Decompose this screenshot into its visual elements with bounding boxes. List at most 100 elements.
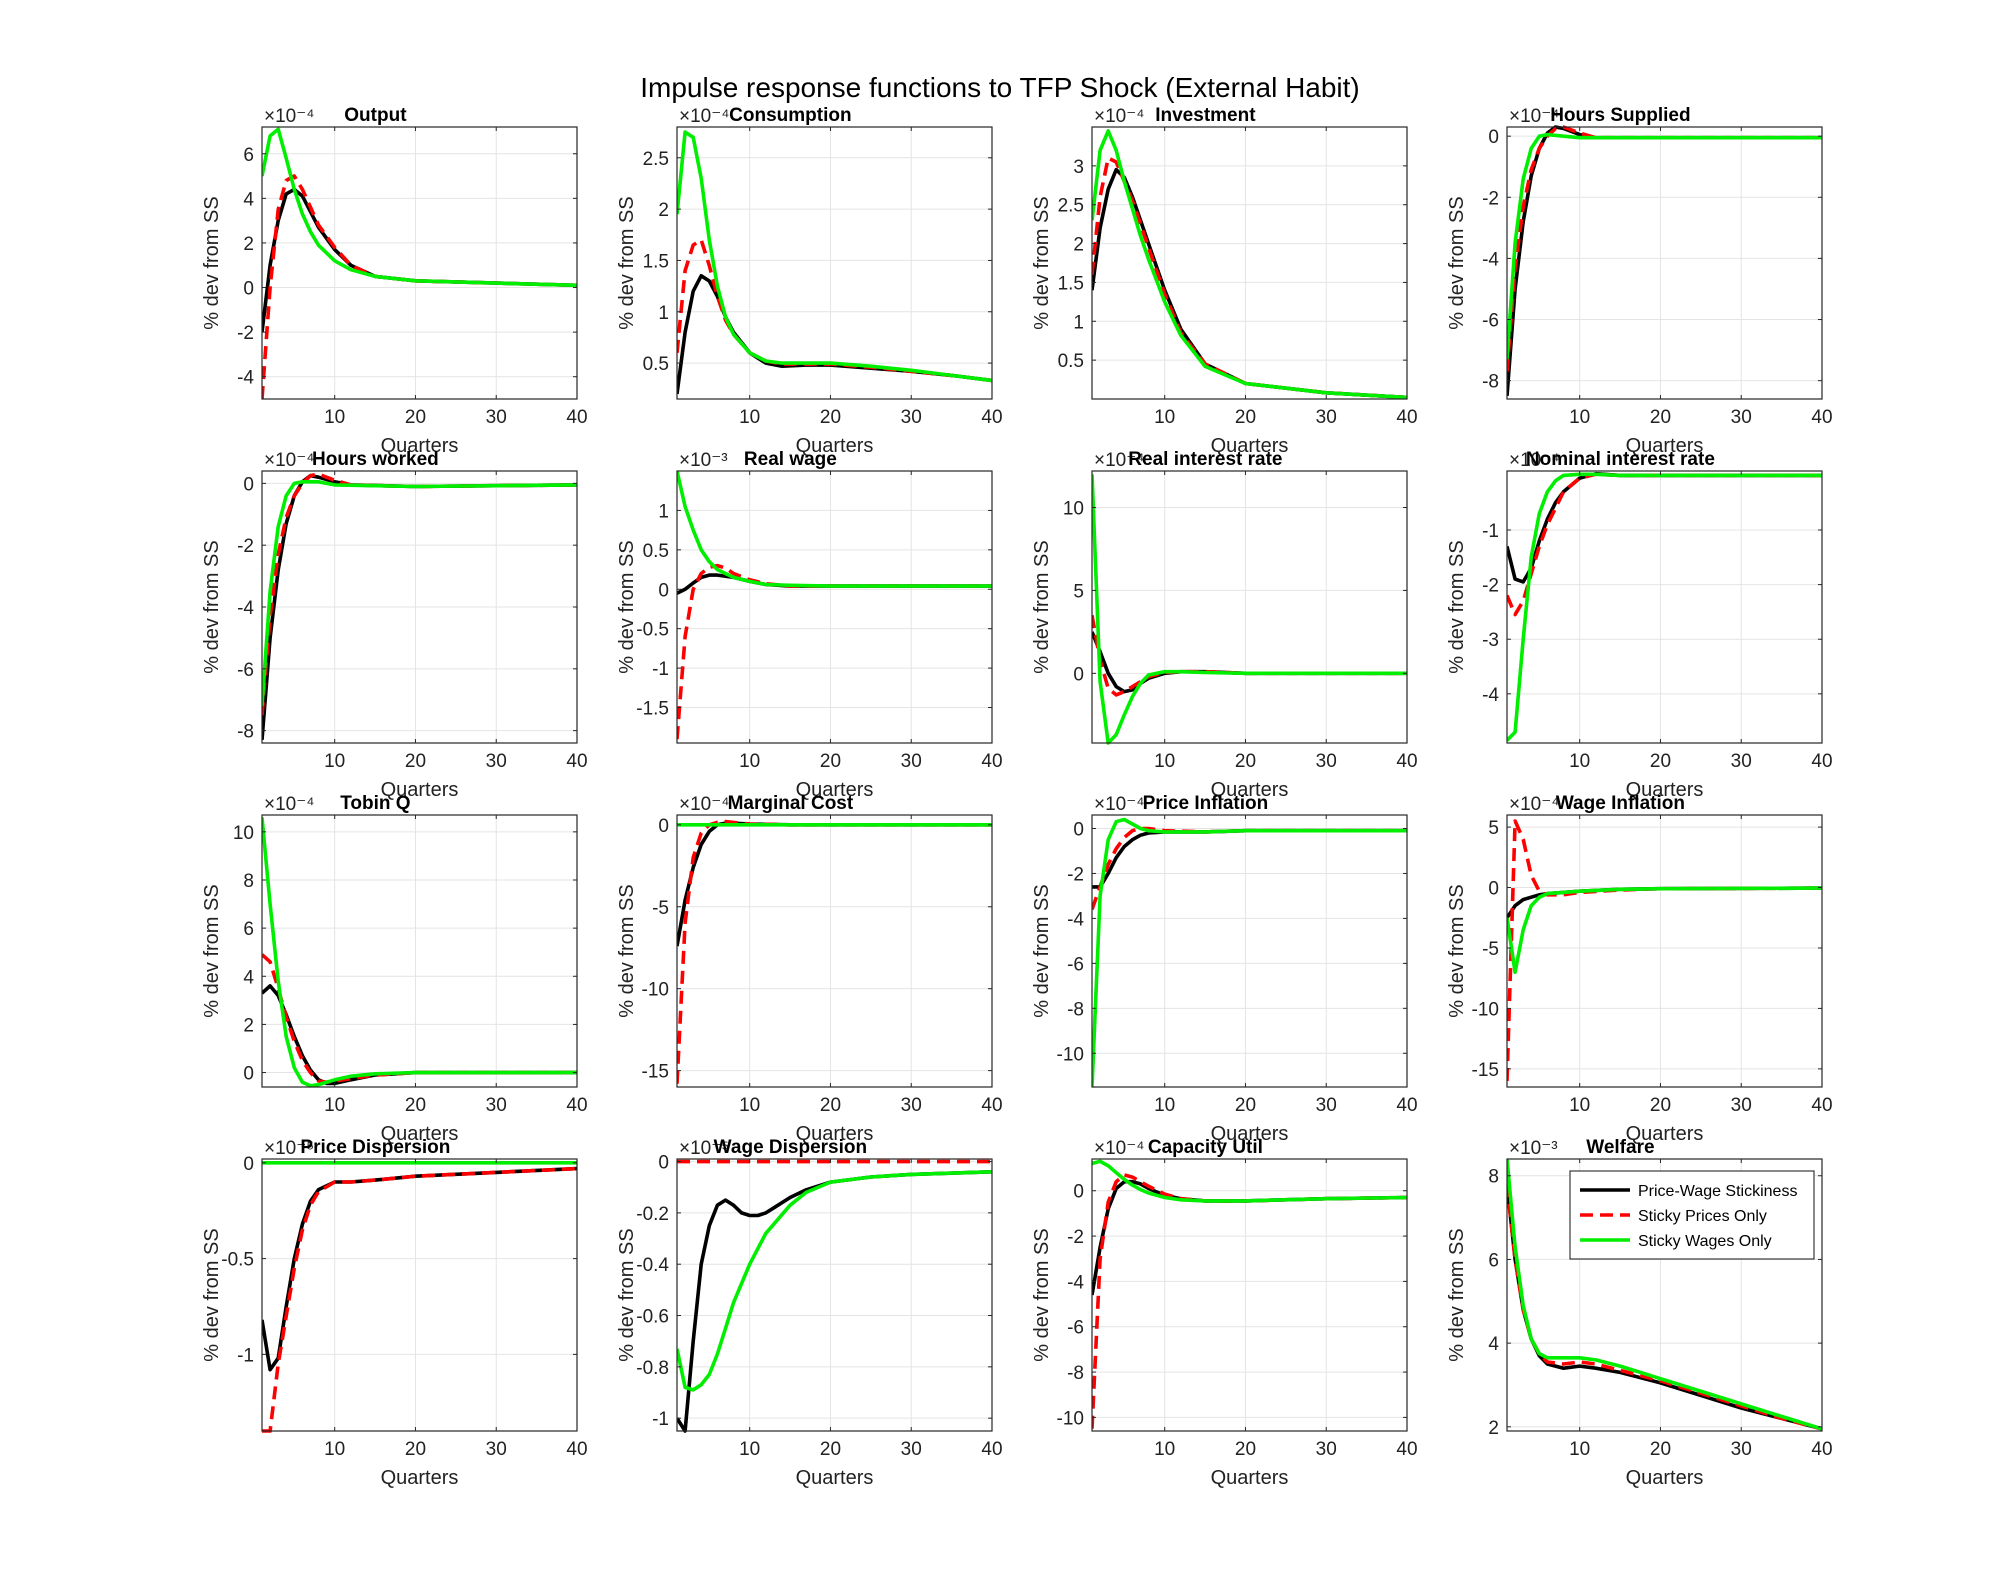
y-tick-label: 2.5 — [643, 149, 669, 170]
series-line-sticky-wages-only — [1092, 817, 1407, 1088]
y-tick-label: -6 — [237, 660, 254, 681]
y-tick-label: 1 — [658, 501, 669, 522]
y-tick-label: 2 — [1488, 1418, 1499, 1439]
subplot-title: Tobin Q — [340, 793, 410, 814]
x-tick-label: 10 — [1569, 1095, 1590, 1116]
x-tick-label: 40 — [981, 1095, 1002, 1116]
y-tick-label: -1 — [237, 1345, 254, 1366]
subplot-title: Price Dispersion — [300, 1137, 450, 1158]
x-axis-label: Quarters — [1211, 1123, 1289, 1145]
x-tick-label: 20 — [405, 751, 426, 772]
x-tick-label: 20 — [820, 1439, 841, 1460]
figure-title: Impulse response functions to TFP Shock … — [640, 72, 1360, 103]
y-tick-label: -1.5 — [636, 699, 669, 720]
axes-box — [676, 814, 993, 1088]
y-tick-label: -6 — [1067, 1318, 1084, 1339]
x-tick-label: 10 — [324, 407, 345, 428]
y-tick-label: -2 — [1482, 576, 1499, 597]
y-tick-label: -2 — [237, 323, 254, 344]
x-tick-label: 10 — [1154, 407, 1175, 428]
x-tick-label: 10 — [1154, 1095, 1175, 1116]
subplot-2: 10 20 30 40 0.5 1 1.5 2 2.5 ×10⁻⁴ Consumption Quart… — [616, 105, 1003, 457]
y-exponent-label: ×10⁻⁵ — [679, 1138, 729, 1159]
x-tick-label: 20 — [1650, 407, 1671, 428]
x-tick-label: 40 — [1396, 1095, 1417, 1116]
x-tick-label: 30 — [486, 407, 507, 428]
x-tick-label: 40 — [1396, 1439, 1417, 1460]
series-line-sticky-prices-only — [1092, 1173, 1407, 1429]
axes-box — [676, 1158, 993, 1432]
y-tick-label: 4 — [243, 967, 254, 988]
y-axis-label: % dev from SS — [1031, 1228, 1053, 1361]
y-tick-label: 0 — [243, 279, 254, 300]
x-axis-label: Quarters — [1626, 1467, 1704, 1489]
y-tick-label: -2 — [237, 536, 254, 557]
y-tick-label: -15 — [1472, 1060, 1499, 1081]
y-exponent-label: ×10⁻⁴ — [264, 450, 314, 471]
x-tick-label: 30 — [1731, 407, 1752, 428]
series-line-sticky-wages-only — [677, 470, 992, 588]
y-tick-label: 1 — [1073, 312, 1084, 333]
x-axis-label: Quarters — [381, 779, 459, 801]
y-tick-label: 0.5 — [643, 541, 669, 562]
y-tick-label: 1.5 — [1058, 273, 1084, 294]
series-line-sticky-wages-only — [262, 127, 577, 288]
y-exponent-label: ×10⁻⁴ — [264, 794, 314, 815]
subplot-1: 10 20 30 40 -4 -2 0 2 4 6 ×10⁻⁴ Output Quarters % dev… — [201, 105, 588, 457]
subplot-title: Wage Inflation — [1556, 793, 1685, 814]
y-axis-label: % dev from SS — [1446, 1228, 1468, 1361]
series-line-sticky-wages-only — [1092, 1159, 1407, 1203]
y-tick-label: -0.6 — [636, 1307, 669, 1328]
x-tick-label: 30 — [901, 751, 922, 772]
y-exponent-label: ×10⁻⁴ — [1094, 794, 1144, 815]
x-tick-label: 40 — [1811, 407, 1832, 428]
x-axis-label: Quarters — [1626, 1123, 1704, 1145]
y-tick-label: 4 — [243, 189, 254, 210]
y-tick-label: -8 — [1482, 372, 1499, 393]
y-tick-label: 0 — [658, 580, 669, 601]
y-tick-label: 0 — [1488, 127, 1499, 148]
series-line-sticky-wages-only — [1507, 886, 1822, 974]
y-tick-label: 0 — [243, 1064, 254, 1085]
y-tick-label: 5 — [1488, 818, 1499, 839]
y-tick-label: 0.5 — [1058, 351, 1084, 372]
y-tick-label: 2.5 — [1058, 196, 1084, 217]
x-tick-label: 10 — [324, 1095, 345, 1116]
series-line-sticky-wages-only — [262, 817, 577, 1088]
y-axis-label: % dev from SS — [201, 540, 223, 673]
y-tick-label: -4 — [237, 368, 254, 389]
axes-box — [1091, 814, 1408, 1088]
y-axis-label: % dev from SS — [1031, 196, 1053, 329]
axes-box — [1091, 1158, 1408, 1432]
subplot-3: 10 20 30 40 0.5 1 1.5 2 2.5 3 ×10⁻⁴ Investment Quart… — [1031, 105, 1418, 457]
x-axis-label: Quarters — [381, 435, 459, 457]
x-tick-label: 40 — [566, 1439, 587, 1460]
y-tick-label: -4 — [1482, 249, 1499, 270]
x-tick-label: 40 — [1396, 407, 1417, 428]
y-tick-label: 6 — [243, 145, 254, 166]
subplot-title: Price Inflation — [1143, 793, 1269, 814]
x-tick-label: 30 — [1316, 751, 1337, 772]
series-line-sticky-prices-only — [262, 1166, 577, 1433]
x-tick-label: 30 — [1316, 1439, 1337, 1460]
y-tick-label: 1.5 — [643, 251, 669, 272]
x-axis-label: Quarters — [796, 435, 874, 457]
y-tick-label: -5 — [1482, 939, 1499, 960]
x-tick-label: 20 — [1235, 407, 1256, 428]
x-tick-label: 30 — [486, 751, 507, 772]
y-tick-label: -2 — [1067, 864, 1084, 885]
subplot-15: 10 20 30 40 -10 -8 -6 -4 -2 0 ×10⁻⁴ Capacity Util Qu… — [1031, 1137, 1418, 1489]
y-tick-label: -3 — [1482, 630, 1499, 651]
x-tick-label: 40 — [1396, 751, 1417, 772]
y-axis-label: % dev from SS — [616, 196, 638, 329]
y-tick-label: 4 — [1488, 1334, 1499, 1355]
x-tick-label: 40 — [1811, 751, 1832, 772]
subplot-9: 10 20 30 40 0 2 4 6 8 10 ×10⁻⁴ Tobin Q Quarters % dev… — [201, 793, 588, 1145]
y-tick-label: -6 — [1067, 954, 1084, 975]
y-tick-label: 0 — [1073, 819, 1084, 840]
y-tick-label: 6 — [243, 919, 254, 940]
y-tick-label: 1 — [658, 303, 669, 324]
